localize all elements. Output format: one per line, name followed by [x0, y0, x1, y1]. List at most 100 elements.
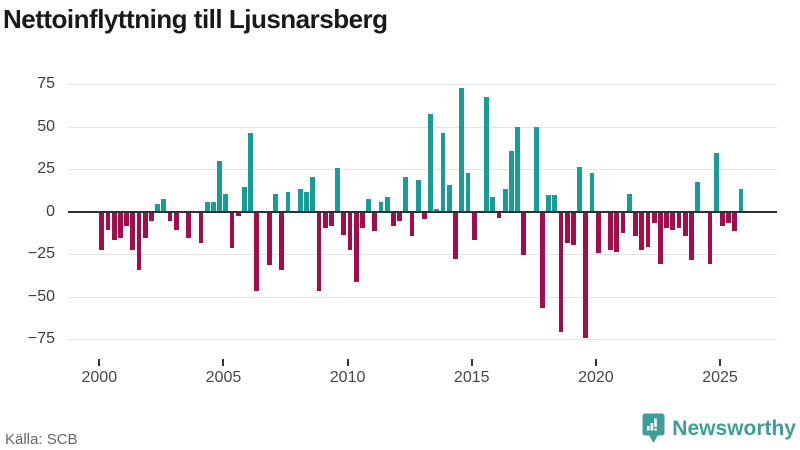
- bar-2018-q4: [564, 212, 570, 244]
- gridline-−25: [68, 254, 777, 256]
- chart-title: Nettoinflyttning till Ljusnarsberg: [3, 4, 388, 34]
- bar-2002-q3: [161, 198, 167, 211]
- bar-2023-q4: [688, 212, 694, 261]
- bar-2016-q1: [496, 212, 502, 218]
- bar-2012-q3: [409, 212, 415, 237]
- bar-2009-q4: [341, 212, 347, 235]
- bar-2004-q2: [204, 202, 210, 211]
- bar-2025-q3: [732, 212, 738, 232]
- bar-2023-q2: [676, 212, 682, 228]
- bar-2001-q4: [142, 212, 148, 239]
- bar-2010-q3: [359, 212, 365, 228]
- bar-2014-q3: [459, 88, 465, 211]
- bar-2015-q1: [471, 212, 477, 240]
- newsworthy-icon: [642, 413, 665, 443]
- bar-2016-q3: [508, 151, 514, 211]
- zero-axis-line: [68, 210, 777, 213]
- bar-2001-q1: [124, 212, 129, 227]
- y-axis-label-25: 25: [37, 160, 55, 178]
- bar-2001-q3: [136, 212, 142, 271]
- source-note: Källa: SCB: [5, 431, 78, 448]
- bar-2021-q4: [639, 212, 645, 251]
- bar-2013-q2: [428, 113, 434, 211]
- bar-2018-q3: [558, 212, 564, 332]
- bar-2020-q4: [614, 212, 620, 252]
- x-axis-label-2000: 2000: [81, 369, 118, 386]
- bar-2023-q1: [670, 212, 676, 230]
- bar-2011-q3: [384, 197, 390, 211]
- bar-2010-q1: [347, 212, 353, 251]
- bar-2016-q4: [515, 127, 520, 211]
- bar-2008-q1: [297, 188, 303, 211]
- bar-2019-q1: [571, 212, 576, 245]
- gridline-75: [68, 84, 777, 86]
- bar-2023-q3: [682, 212, 688, 237]
- bar-2017-q1: [521, 212, 527, 256]
- x-axis-label-2010: 2010: [329, 369, 366, 386]
- y-axis-label-0: 0: [46, 202, 55, 220]
- bar-2014-q2: [453, 212, 458, 259]
- bar-2009-q3: [335, 168, 340, 211]
- bar-2022-q1: [645, 212, 651, 247]
- x-axis-label-2020: 2020: [578, 369, 614, 386]
- bar-2021-q3: [633, 212, 638, 237]
- bar-2005-q4: [242, 186, 247, 211]
- bar-2020-q1: [595, 212, 601, 254]
- bar-2000-q3: [111, 212, 117, 240]
- bar-2006-q1: [248, 132, 254, 211]
- bar-2000-q4: [117, 212, 123, 239]
- gridline-−50: [68, 296, 777, 298]
- bar-2009-q2: [328, 212, 334, 227]
- bar-2002-q2: [155, 203, 160, 211]
- bar-2011-q1: [372, 212, 378, 232]
- gridline-−75: [68, 339, 777, 341]
- y-axis-label-−75: −75: [27, 330, 55, 348]
- bar-2010-q2: [353, 212, 359, 283]
- bar-2013-q1: [422, 212, 427, 220]
- bar-2011-q4: [391, 212, 396, 227]
- gridline-25: [68, 169, 777, 171]
- bar-2009-q1: [322, 212, 328, 228]
- bar-2013-q4: [440, 132, 446, 211]
- x-axis-label-2005: 2005: [205, 369, 242, 386]
- bar-2015-q3: [484, 96, 489, 211]
- x-axis-tick-2015: [470, 359, 473, 366]
- bar-2022-q2: [651, 212, 657, 223]
- bar-2007-q2: [279, 212, 285, 271]
- bar-2008-q2: [304, 192, 309, 211]
- x-axis-label-2015: 2015: [453, 369, 490, 386]
- bar-2021-q1: [620, 212, 626, 234]
- bar-2017-q4: [539, 212, 545, 308]
- bar-2006-q4: [266, 212, 272, 266]
- bar-2010-q4: [366, 198, 371, 211]
- y-axis-label-50: 50: [37, 117, 55, 135]
- y-axis-label-75: 75: [37, 75, 55, 93]
- bar-2012-q1: [397, 212, 403, 222]
- bar-2018-q1: [546, 195, 551, 211]
- bar-2005-q3: [235, 212, 241, 217]
- bar-2002-q1: [148, 212, 154, 222]
- gridline-50: [68, 126, 777, 128]
- bar-2020-q3: [608, 212, 614, 251]
- bar-2005-q1: [223, 193, 229, 211]
- bar-2025-q2: [726, 212, 731, 223]
- bar-2017-q3: [533, 127, 539, 211]
- bar-2007-q3: [285, 192, 291, 211]
- x-axis-tick-2025: [719, 359, 721, 366]
- y-axis-label-−50: −50: [27, 287, 55, 305]
- bar-2000-q1: [99, 212, 105, 251]
- bar-2012-q4: [415, 180, 421, 211]
- newsworthy-logo[interactable]: Newsworthy: [642, 413, 796, 444]
- bar-2015-q4: [490, 197, 496, 211]
- bar-2007-q1: [273, 193, 278, 211]
- bar-2004-q1: [198, 212, 204, 244]
- x-axis-tick-2005: [222, 359, 225, 366]
- bar-2019-q4: [589, 173, 595, 211]
- newsworthy-wordmark: Newsworthy: [672, 416, 796, 440]
- x-axis-tick-2000: [98, 359, 101, 366]
- bar-2022-q4: [664, 212, 669, 228]
- bar-2024-q4: [713, 152, 719, 211]
- bar-2001-q2: [130, 212, 136, 251]
